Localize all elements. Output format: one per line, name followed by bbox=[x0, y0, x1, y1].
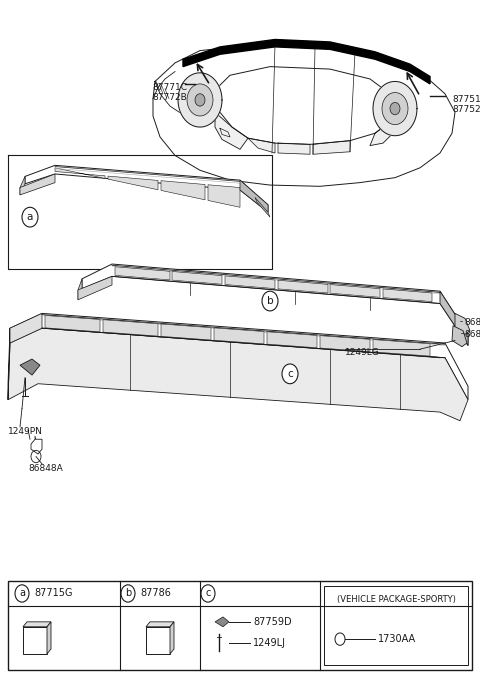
Polygon shape bbox=[255, 198, 270, 217]
Polygon shape bbox=[82, 264, 468, 346]
Polygon shape bbox=[23, 627, 47, 654]
Circle shape bbox=[282, 364, 298, 383]
Text: 1249LJ: 1249LJ bbox=[253, 638, 286, 648]
Circle shape bbox=[382, 93, 408, 125]
Polygon shape bbox=[23, 622, 51, 627]
Polygon shape bbox=[55, 168, 105, 178]
Text: 87751D: 87751D bbox=[452, 95, 480, 104]
Polygon shape bbox=[8, 328, 10, 400]
Polygon shape bbox=[330, 285, 380, 297]
Polygon shape bbox=[370, 123, 393, 145]
Polygon shape bbox=[146, 627, 170, 654]
Text: 1730AA: 1730AA bbox=[378, 634, 416, 644]
Polygon shape bbox=[278, 143, 310, 154]
Polygon shape bbox=[178, 73, 222, 127]
Polygon shape bbox=[278, 281, 328, 293]
Text: c: c bbox=[205, 589, 211, 598]
Polygon shape bbox=[214, 328, 264, 344]
Polygon shape bbox=[383, 289, 432, 302]
Polygon shape bbox=[215, 113, 248, 150]
Circle shape bbox=[121, 585, 135, 602]
Text: 87759D: 87759D bbox=[253, 617, 292, 627]
Circle shape bbox=[195, 94, 205, 106]
Polygon shape bbox=[373, 340, 430, 356]
Polygon shape bbox=[161, 324, 211, 340]
Circle shape bbox=[15, 585, 29, 602]
Polygon shape bbox=[10, 314, 468, 400]
Text: 87772B: 87772B bbox=[153, 93, 187, 102]
Polygon shape bbox=[146, 622, 174, 627]
Bar bbox=[8, 581, 472, 670]
Polygon shape bbox=[225, 276, 275, 289]
Polygon shape bbox=[10, 314, 42, 343]
Text: a: a bbox=[19, 589, 25, 598]
Text: 87786: 87786 bbox=[140, 589, 171, 598]
Text: (VEHICLE PACKAGE-SPORTY): (VEHICLE PACKAGE-SPORTY) bbox=[336, 595, 456, 604]
Circle shape bbox=[390, 102, 400, 115]
Polygon shape bbox=[78, 279, 82, 300]
Circle shape bbox=[262, 291, 278, 311]
Circle shape bbox=[201, 585, 215, 602]
Text: 87771C: 87771C bbox=[153, 83, 188, 92]
Bar bbox=[324, 586, 468, 665]
Text: 87752D: 87752D bbox=[452, 106, 480, 115]
Text: 87715G: 87715G bbox=[34, 589, 72, 598]
Polygon shape bbox=[8, 328, 468, 421]
Polygon shape bbox=[455, 314, 470, 334]
Polygon shape bbox=[45, 316, 100, 332]
Text: b: b bbox=[125, 589, 131, 598]
Text: 1249LG: 1249LG bbox=[345, 348, 380, 357]
Text: 86861X: 86861X bbox=[464, 318, 480, 327]
Polygon shape bbox=[452, 326, 467, 346]
Polygon shape bbox=[31, 439, 42, 454]
Polygon shape bbox=[172, 272, 222, 284]
Text: b: b bbox=[267, 296, 273, 306]
Polygon shape bbox=[20, 174, 55, 195]
Text: c: c bbox=[287, 369, 293, 379]
Polygon shape bbox=[170, 622, 174, 654]
Polygon shape bbox=[373, 82, 417, 136]
Polygon shape bbox=[240, 180, 268, 212]
Polygon shape bbox=[25, 165, 268, 212]
Text: 86848A: 86848A bbox=[28, 464, 63, 473]
Polygon shape bbox=[115, 267, 170, 280]
Polygon shape bbox=[440, 291, 468, 346]
Polygon shape bbox=[320, 335, 370, 352]
Circle shape bbox=[22, 207, 38, 227]
Polygon shape bbox=[108, 176, 158, 190]
Polygon shape bbox=[103, 320, 158, 336]
Text: 86862X: 86862X bbox=[464, 330, 480, 339]
Polygon shape bbox=[248, 138, 275, 153]
Text: a: a bbox=[27, 212, 33, 222]
Polygon shape bbox=[78, 276, 112, 300]
Polygon shape bbox=[161, 180, 205, 200]
Polygon shape bbox=[267, 332, 317, 348]
Polygon shape bbox=[47, 622, 51, 654]
Text: 1249PN: 1249PN bbox=[8, 427, 43, 436]
Polygon shape bbox=[215, 617, 229, 627]
Polygon shape bbox=[20, 359, 40, 375]
Polygon shape bbox=[208, 185, 240, 207]
Polygon shape bbox=[313, 141, 350, 154]
Polygon shape bbox=[20, 176, 25, 195]
Polygon shape bbox=[183, 40, 430, 84]
Circle shape bbox=[187, 84, 213, 116]
